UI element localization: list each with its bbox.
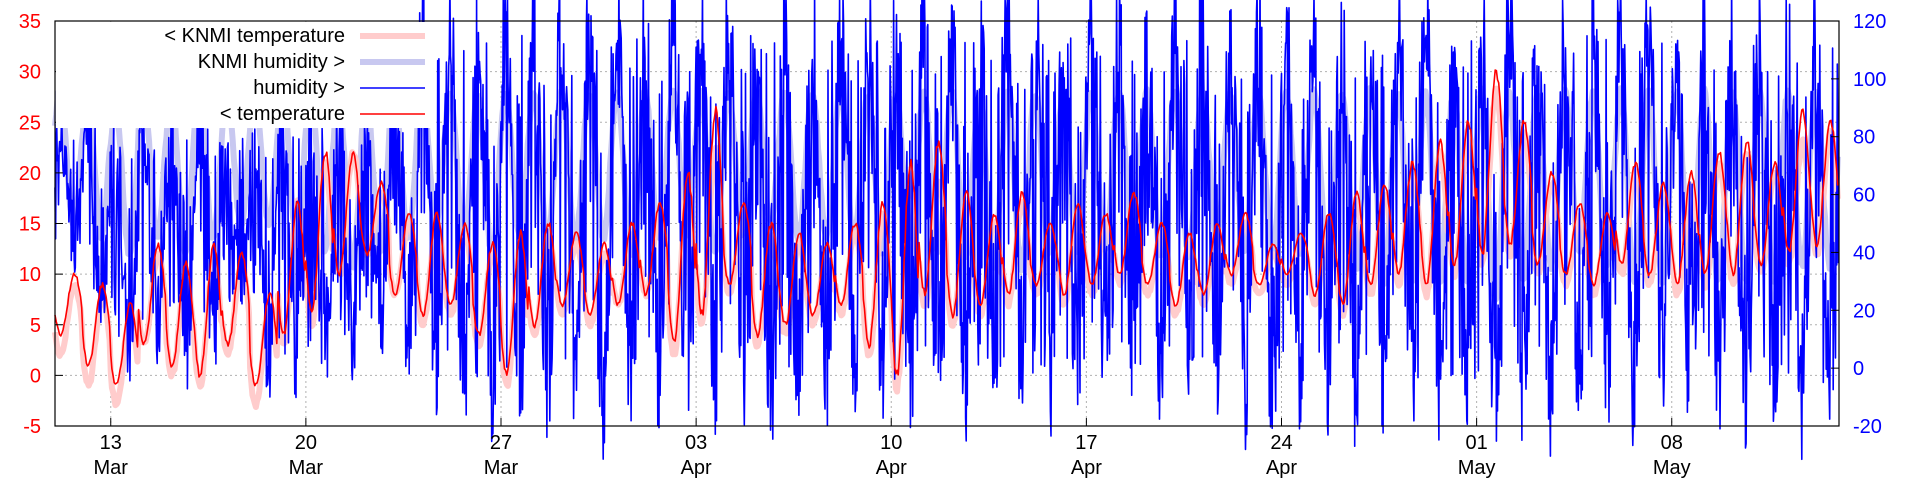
series-line-3 [54, 69, 1839, 387]
left-tick-label: -5 [23, 416, 41, 438]
x-tick-month: Apr [1266, 457, 1297, 479]
left-tick-label: 20 [19, 163, 41, 185]
right-tick-label: 0 [1853, 358, 1864, 380]
left-tick-label: 0 [30, 365, 41, 387]
right-tick-label: 120 [1853, 11, 1886, 33]
x-axis: 13 Mar 20 Mar 27 Mar 03 Apr 10 Apr 17 Apr 24 Apr 01 May… [94, 418, 1691, 479]
x-tick-month: Apr [681, 457, 712, 479]
x-tick-day: 08 [1661, 432, 1683, 454]
series-line-2 [54, 0, 1840, 461]
legend-label: humidity > [253, 77, 345, 99]
right-axis: -20 0 20 40 60 80 100 120 [1831, 11, 1886, 438]
right-tick-label: -20 [1853, 416, 1882, 438]
x-tick-day: 01 [1466, 432, 1488, 454]
x-tick-month: Mar [484, 457, 519, 479]
left-tick-label: 5 [30, 315, 41, 337]
right-tick-label: 60 [1853, 185, 1875, 207]
left-tick-label: 35 [19, 11, 41, 33]
right-tick-label: 80 [1853, 127, 1875, 149]
x-tick-day: 17 [1075, 432, 1097, 454]
right-tick-label: 20 [1853, 300, 1875, 322]
left-tick-label: 10 [19, 264, 41, 286]
x-tick-month: Mar [94, 457, 129, 479]
x-tick-month: May [1653, 457, 1691, 479]
left-axis: -5 0 5 10 15 20 25 30 35 [19, 11, 63, 438]
x-tick-month: May [1458, 457, 1496, 479]
x-tick-month: Apr [876, 457, 907, 479]
x-tick-month: Apr [1071, 457, 1102, 479]
left-tick-label: 25 [19, 112, 41, 134]
left-tick-label: 30 [19, 62, 41, 84]
x-tick-month: Mar [289, 457, 324, 479]
x-tick-day: 24 [1270, 432, 1292, 454]
left-tick-label: 15 [19, 214, 41, 236]
x-tick-day: 03 [685, 432, 707, 454]
x-tick-day: 10 [880, 432, 902, 454]
legend-label: < KNMI temperature [164, 25, 345, 47]
legend: < KNMI temperature KNMI humidity > humidit… [56, 22, 436, 128]
right-tick-label: 40 [1853, 242, 1875, 264]
x-tick-day: 20 [295, 432, 317, 454]
legend-label: < temperature [220, 103, 345, 125]
series-layer [52, 0, 1841, 461]
legend-label: KNMI humidity > [198, 51, 345, 73]
right-tick-label: 100 [1853, 69, 1886, 91]
legend-box [56, 22, 436, 128]
x-tick-day: 13 [100, 432, 122, 454]
x-tick-day: 27 [490, 432, 512, 454]
